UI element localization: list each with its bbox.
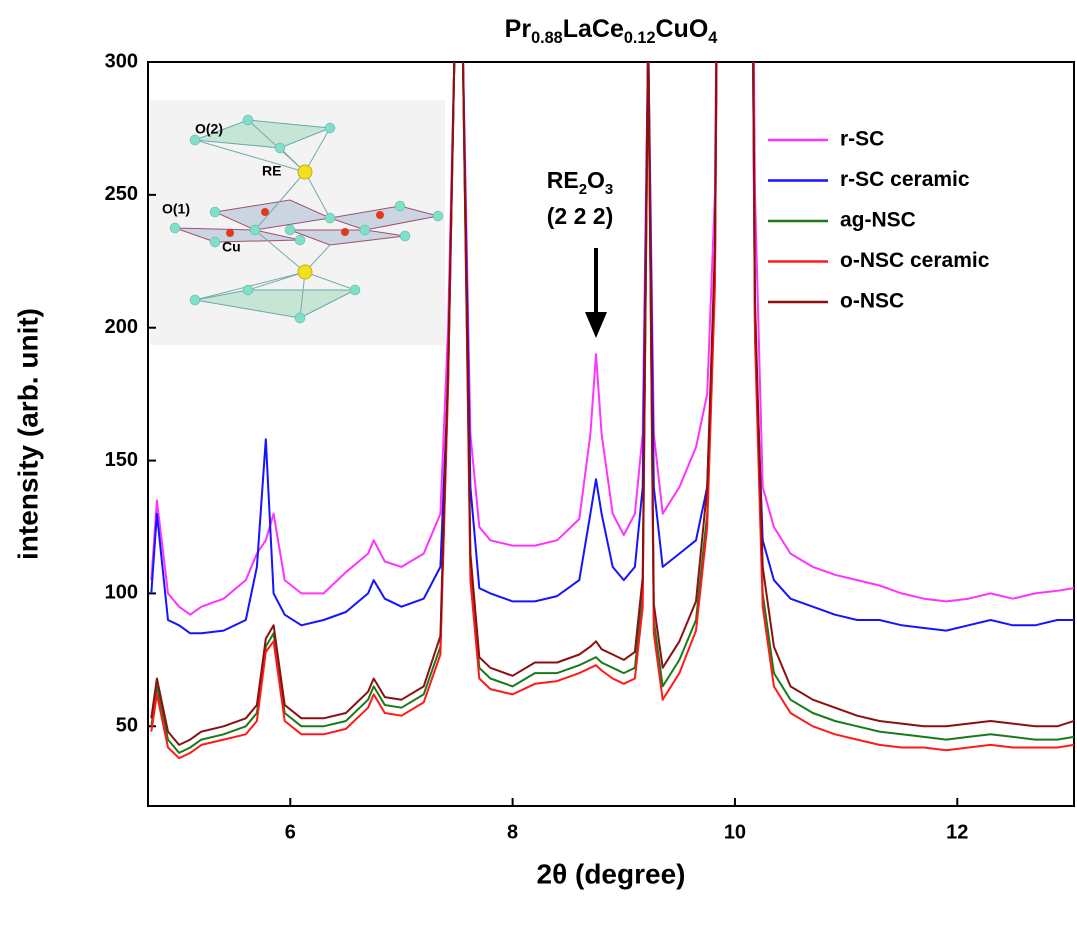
y-tick-label: 300: [105, 50, 138, 72]
legend-label: o-NSC ceramic: [840, 249, 990, 272]
text-part: CuO: [656, 15, 709, 43]
series-line: [150, 62, 1074, 746]
y-tick-label: 200: [105, 316, 138, 338]
x-tick-label: 10: [724, 821, 746, 843]
series-line: [150, 62, 1074, 754]
y-tick-label: 250: [105, 183, 138, 205]
legend-label: o-NSC: [840, 290, 904, 313]
legend-label: ag-NSC: [840, 209, 916, 232]
inset-label: O(1): [162, 201, 190, 217]
series-line: [150, 62, 1074, 616]
x-tick-label: 6: [285, 821, 296, 843]
x-tick-label: 12: [946, 821, 968, 843]
y-tick-label: 100: [105, 582, 138, 604]
plot-frame: [147, 61, 1075, 807]
text-part: 2: [579, 181, 587, 198]
chart-title: Pr0.88LaCe0.12CuO4: [505, 15, 718, 48]
y-tick-label: 150: [105, 449, 138, 471]
inset-label: Cu: [222, 239, 241, 255]
text-part: 0.88: [531, 29, 563, 47]
text-part: 4: [708, 29, 717, 47]
legend-label: r-SC ceramic: [840, 168, 970, 191]
inset-label: RE: [262, 163, 281, 179]
text-part: LaCe: [563, 15, 624, 43]
text-part: RE: [547, 167, 579, 193]
x-axis-label: 2θ (degree): [537, 858, 686, 889]
crystal-inset: [150, 100, 445, 345]
plot-lines: [150, 62, 1074, 760]
text-part: 0.12: [624, 29, 656, 47]
series-line: [150, 62, 1074, 760]
series-line: [150, 62, 1074, 635]
y-tick-label: 50: [116, 715, 138, 737]
text-part: 3: [605, 181, 613, 198]
arrow: [585, 248, 607, 338]
text-part: Pr: [505, 15, 532, 43]
x-tick-label: 8: [507, 821, 518, 843]
legend-label: r-SC: [840, 128, 884, 151]
annotation-hkl: (2 2 2): [547, 203, 613, 229]
y-axis-label: intensity (arb. unit): [12, 308, 43, 560]
text-part: O: [587, 167, 605, 193]
inset-label: O(2): [195, 121, 223, 137]
annotation: RE2O3: [547, 167, 613, 198]
